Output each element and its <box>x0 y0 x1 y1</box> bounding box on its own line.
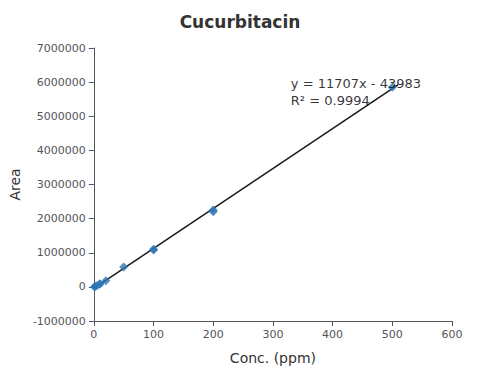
svg-text:200: 200 <box>203 328 224 341</box>
svg-text:y = 11707x - 43983: y = 11707x - 43983 <box>291 76 421 91</box>
svg-text:4000000: 4000000 <box>37 144 86 157</box>
svg-text:-1000000: -1000000 <box>33 315 86 328</box>
svg-text:400: 400 <box>322 328 343 341</box>
svg-text:0: 0 <box>79 280 86 293</box>
svg-text:Area: Area <box>7 168 23 200</box>
svg-text:600: 600 <box>442 328 463 341</box>
svg-text:3000000: 3000000 <box>37 178 86 191</box>
svg-text:R² = 0.9994: R² = 0.9994 <box>291 93 370 108</box>
svg-text:Cucurbitacin: Cucurbitacin <box>180 12 301 32</box>
svg-text:7000000: 7000000 <box>37 42 86 55</box>
svg-text:300: 300 <box>262 328 283 341</box>
svg-text:1000000: 1000000 <box>37 246 86 259</box>
svg-text:0: 0 <box>90 328 97 341</box>
svg-text:500: 500 <box>382 328 403 341</box>
svg-text:5000000: 5000000 <box>37 110 86 123</box>
svg-text:6000000: 6000000 <box>37 76 86 89</box>
svg-text:100: 100 <box>143 328 164 341</box>
svg-text:Conc. (ppm): Conc. (ppm) <box>230 350 316 366</box>
svg-text:2000000: 2000000 <box>37 212 86 225</box>
